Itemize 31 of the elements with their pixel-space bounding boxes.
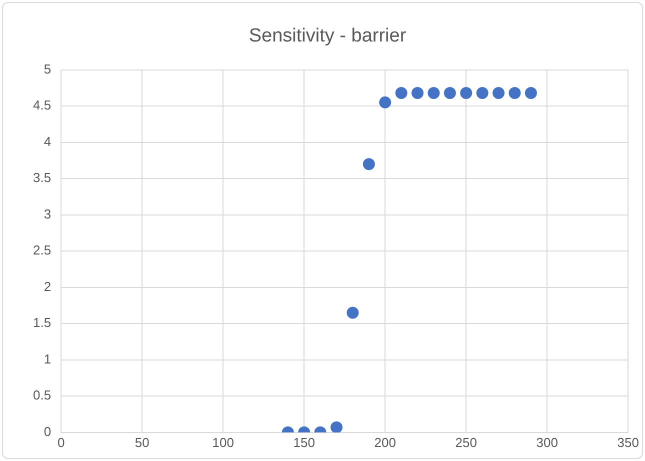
- x-tick-label: 250: [455, 434, 477, 450]
- y-tick-label: 2: [44, 278, 52, 294]
- x-tick-label: 300: [536, 434, 558, 450]
- point: [524, 87, 537, 100]
- x-tick-label: 0: [57, 434, 65, 450]
- y-tick-label: 0: [44, 424, 52, 439]
- point: [395, 87, 408, 100]
- y-tick-label: 1.5: [32, 315, 52, 330]
- y-tick-label: 5: [44, 61, 52, 76]
- point: [379, 96, 392, 108]
- point: [428, 87, 440, 100]
- y-tick-label: 1: [44, 351, 52, 366]
- point: [362, 158, 375, 170]
- point: [460, 87, 472, 100]
- chart-title: Sensitivity - barrier: [248, 26, 407, 47]
- y-tick-label: 4: [44, 134, 52, 149]
- x-tick-label: 150: [293, 434, 315, 450]
- y-tick-label: 4.5: [32, 98, 52, 113]
- y-tick-label: 2.5: [32, 242, 52, 258]
- point: [444, 87, 456, 100]
- x-tick-label: 350: [617, 434, 640, 450]
- point: [476, 87, 488, 100]
- point: [492, 87, 505, 100]
- y-tick-label: 3.5: [32, 170, 52, 186]
- point: [412, 87, 424, 100]
- x-tick-label: 50: [134, 434, 150, 450]
- y-tick-label: 0.5: [32, 388, 52, 403]
- y-tick-label: 3: [44, 206, 52, 222]
- x-tick-label: 100: [212, 434, 234, 450]
- x-tick-label: 200: [374, 434, 396, 450]
- point: [508, 87, 521, 100]
